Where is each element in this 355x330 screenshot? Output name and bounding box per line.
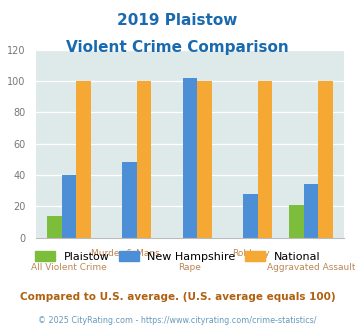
Bar xyxy=(318,81,333,238)
Bar xyxy=(47,216,61,238)
Text: © 2025 CityRating.com - https://www.cityrating.com/crime-statistics/: © 2025 CityRating.com - https://www.city… xyxy=(38,315,317,325)
Text: All Violent Crime: All Violent Crime xyxy=(31,263,107,272)
Text: Compared to U.S. average. (U.S. average equals 100): Compared to U.S. average. (U.S. average … xyxy=(20,292,335,302)
Text: Robbery: Robbery xyxy=(232,249,269,258)
Bar xyxy=(243,194,258,238)
Text: Aggravated Assault: Aggravated Assault xyxy=(267,263,355,272)
Text: 2019 Plaistow: 2019 Plaistow xyxy=(117,13,238,28)
Bar xyxy=(258,81,272,238)
Bar xyxy=(137,81,151,238)
Bar xyxy=(183,78,197,238)
Text: Violent Crime Comparison: Violent Crime Comparison xyxy=(66,40,289,54)
Bar xyxy=(304,184,318,238)
Bar xyxy=(197,81,212,238)
Bar xyxy=(76,81,91,238)
Bar xyxy=(289,205,304,238)
Text: Murder & Mans...: Murder & Mans... xyxy=(91,249,168,258)
Bar xyxy=(122,162,137,238)
Bar xyxy=(61,175,76,238)
Legend: Plaistow, New Hampshire, National: Plaistow, New Hampshire, National xyxy=(31,247,324,267)
Text: Rape: Rape xyxy=(179,263,201,272)
